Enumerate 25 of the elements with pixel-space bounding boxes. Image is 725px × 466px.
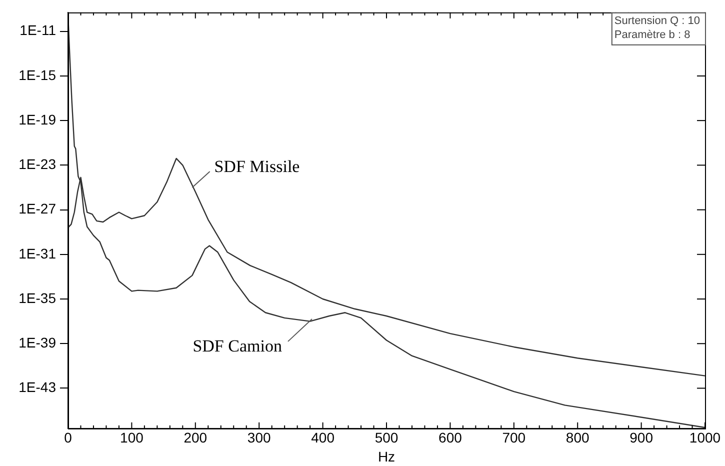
x-tick-label: 800 <box>566 430 590 446</box>
y-tick-label: 1E-39 <box>18 334 56 350</box>
y-tick-label: 1E-31 <box>18 245 56 262</box>
x-tick-label: 400 <box>311 430 335 446</box>
x-tick-label: 300 <box>247 430 271 446</box>
y-tick-label: 1E-23 <box>18 156 56 172</box>
y-tick-label: 1E-19 <box>18 111 56 128</box>
y-tick-label: 1E-27 <box>18 200 56 217</box>
x-tick-label: 600 <box>438 430 462 446</box>
annotation: Surtension Q : 10 <box>614 14 700 27</box>
annotation: Paramètre b : 8 <box>614 28 690 41</box>
annotation: SDF Missile <box>214 156 300 176</box>
annotation: SDF Camion <box>192 336 282 356</box>
y-tick-label: 1E-15 <box>18 66 56 83</box>
x-tick-label: 500 <box>374 430 398 446</box>
x-tick-label: 900 <box>630 430 654 446</box>
x-tick-label: 0 <box>64 430 72 446</box>
y-tick-label: 1E-43 <box>18 379 56 396</box>
x-tick-label: 1000 <box>689 430 721 446</box>
y-tick-label: 1E-35 <box>18 290 56 306</box>
x-tick-label: 100 <box>120 430 144 446</box>
x-tick-label: 200 <box>184 430 208 446</box>
y-tick-label: 1E-11 <box>20 22 56 38</box>
x-axis-title: Hz <box>378 448 396 464</box>
x-tick-label: 700 <box>502 430 526 446</box>
